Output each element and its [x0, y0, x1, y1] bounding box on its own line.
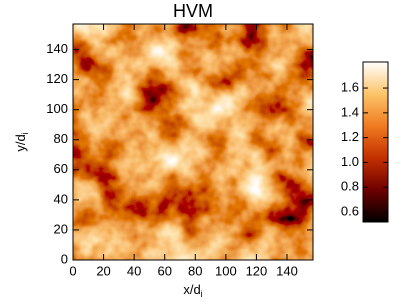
x-label-sub: i [201, 289, 203, 299]
chart-title: HVM [173, 1, 213, 21]
x-tick-label: 60 [157, 263, 171, 278]
y-label-main: y/d [13, 134, 28, 151]
y-tick-label: 140 [46, 41, 68, 56]
y-tick-label: 20 [54, 221, 68, 236]
x-tick-label: 20 [96, 263, 110, 278]
colorbar-tick-label: 1.2 [341, 129, 359, 144]
field-image [73, 24, 313, 260]
y-tick-label: 40 [54, 191, 68, 206]
y-tick-label: 120 [46, 71, 68, 86]
colorbar-tick-label: 1.4 [341, 104, 359, 119]
colorbar-tick-label: 1.6 [341, 79, 359, 94]
y-tick-label: 60 [54, 161, 68, 176]
x-tick-label: 40 [127, 263, 141, 278]
colorbar-tick-label: 1.0 [341, 154, 359, 169]
x-label-main: x/d [183, 282, 200, 297]
y-tick-label: 80 [54, 131, 68, 146]
y-axis-label: y/di [13, 132, 30, 151]
x-axis-label: x/di [183, 282, 202, 299]
x-tick-label: 100 [215, 263, 237, 278]
y-tick-label: 0 [61, 251, 68, 266]
colorbar-tick-label: 0.6 [341, 204, 359, 219]
x-tick-label: 0 [69, 263, 76, 278]
colorbar [362, 61, 389, 223]
plot-frame [72, 23, 314, 261]
x-tick-label: 120 [246, 263, 268, 278]
y-label-sub: i [20, 132, 30, 134]
x-tick-label: 140 [276, 263, 298, 278]
colorbar-tick-label: 0.8 [341, 179, 359, 194]
x-tick-label: 80 [188, 263, 202, 278]
y-tick-label: 100 [46, 101, 68, 116]
